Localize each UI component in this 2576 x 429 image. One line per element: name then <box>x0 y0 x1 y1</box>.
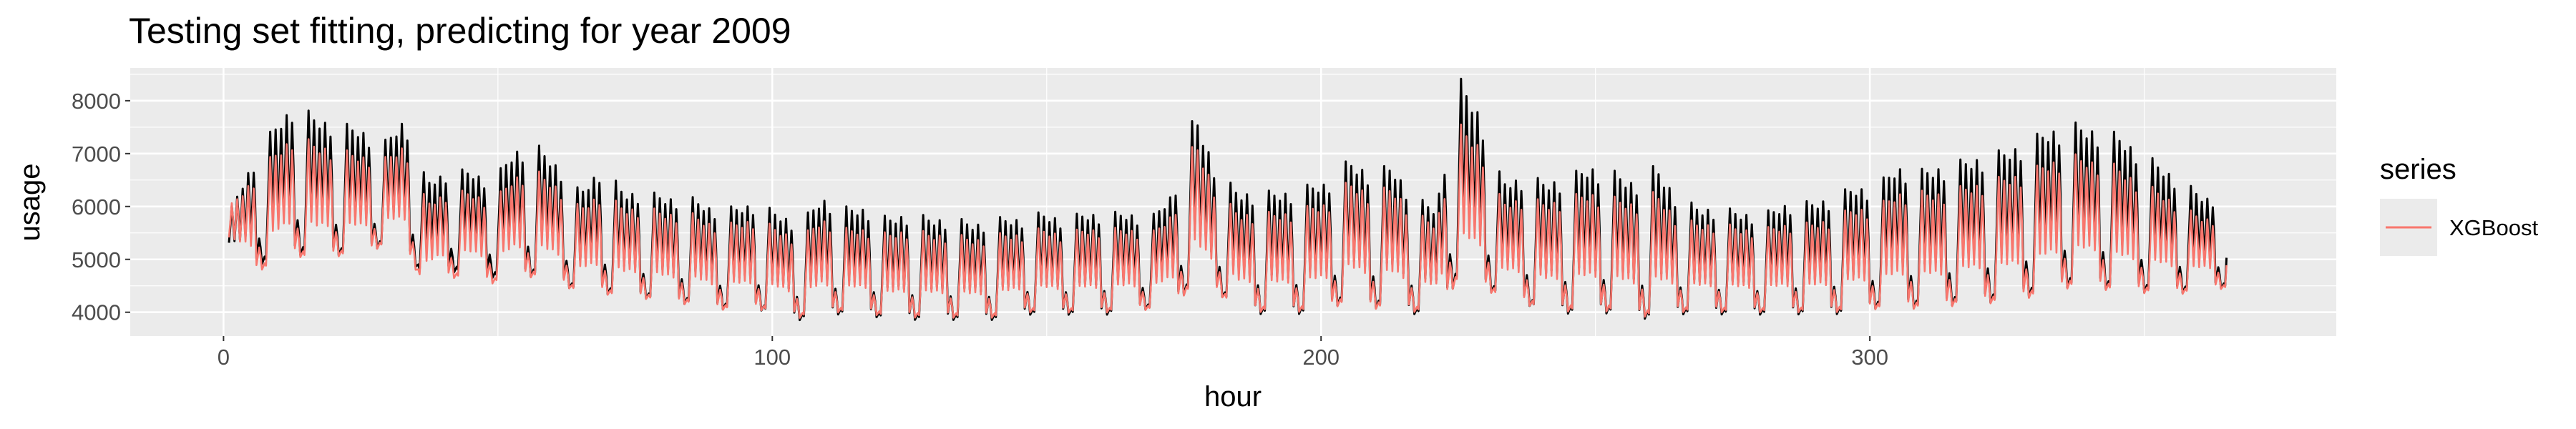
legend: series XGBoost <box>2380 154 2538 256</box>
x-axis-title: hour <box>1204 381 1262 413</box>
chart-title: Testing set fitting, predicting for year… <box>129 11 791 51</box>
x-tick-label: 300 <box>1851 345 1888 370</box>
y-tick-label: 5000 <box>72 247 121 272</box>
x-tick-label: 0 <box>218 345 230 370</box>
legend-label-xgboost: XGBoost <box>2449 215 2538 240</box>
y-tick-label: 6000 <box>72 194 121 220</box>
x-tick-label: 200 <box>1302 345 1340 370</box>
y-tick-label: 7000 <box>72 142 121 167</box>
y-tick-label: 8000 <box>72 89 121 114</box>
series-line-xgboost <box>228 123 2228 319</box>
x-axis: 0 100 200 300 <box>218 336 1888 370</box>
x-tick-label: 100 <box>753 345 791 370</box>
y-axis: 4000 5000 6000 7000 8000 <box>72 89 130 325</box>
y-tick-label: 4000 <box>72 300 121 325</box>
legend-title: series <box>2380 154 2457 185</box>
y-axis-title: usage <box>14 164 46 242</box>
series-layer <box>228 77 2228 322</box>
